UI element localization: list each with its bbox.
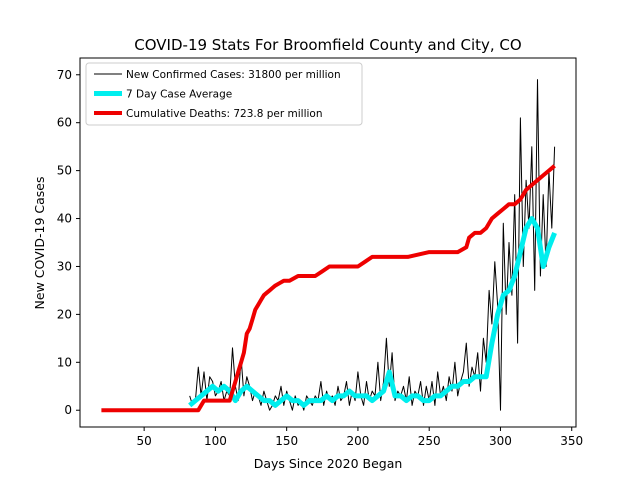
axes-frame [79,57,577,428]
legend-box [85,62,363,126]
x-tick-label: 50 [136,434,151,448]
y-axis-label: New COVID-19 Cases [32,177,47,310]
x-tick-label: 300 [489,434,512,448]
y-tick-label: 40 [57,212,72,226]
x-tick-label: 100 [204,434,227,448]
y-tick-label: 60 [57,116,72,130]
x-tick-label: 200 [346,434,369,448]
axes: 50 100 150 200 250 300 350 0 10 20 30 40 50 60 70 [57,57,583,448]
legend-label-1: New Confirmed Cases: 31800 per million [126,69,341,81]
x-tick-label: 250 [418,434,441,448]
plot-area [101,79,557,413]
x-tick-label: 350 [560,434,583,448]
series-lines [101,79,557,413]
chart-title: COVID-19 Stats For Broomfield County and… [134,36,521,54]
y-tick-label: 0 [64,403,72,417]
series-line-2 [188,216,557,408]
x-tick-label: 150 [275,434,298,448]
y-tick-label: 20 [57,307,72,321]
x-axis-label: Days Since 2020 Began [254,456,403,471]
y-tick-label: 50 [57,164,72,178]
series-line-3 [101,164,556,413]
y-tick-label: 10 [57,355,72,369]
y-tick-label: 30 [57,259,72,273]
legend: New Confirmed Cases: 31800 per million 7 … [85,62,363,126]
legend-label-2: 7 Day Case Average [126,89,232,101]
y-tick-label: 70 [57,68,72,82]
legend-label-3: Cumulative Deaths: 723.8 per million [126,108,323,120]
